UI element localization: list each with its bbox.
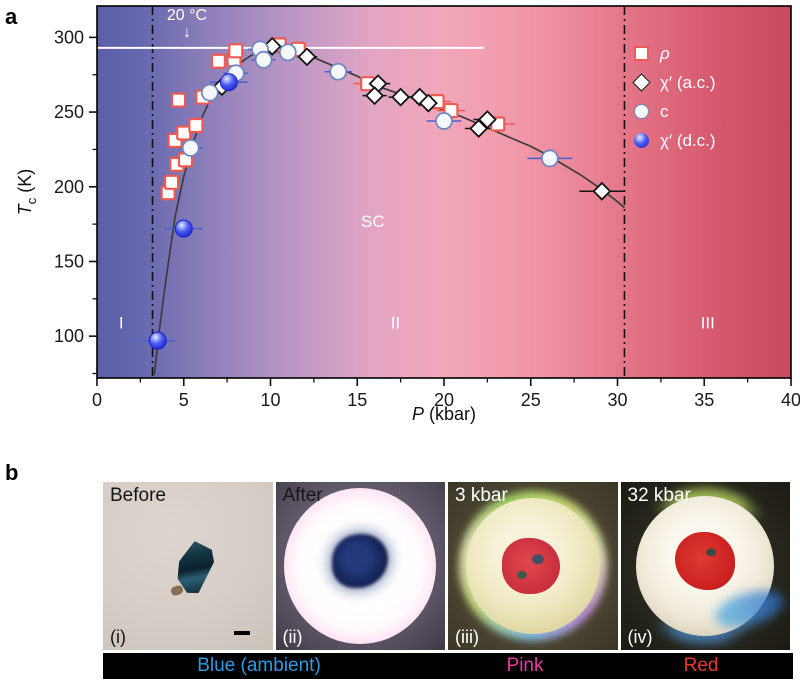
color-caption-bar: Blue (ambient) Pink Red [103, 653, 793, 679]
photo-title: 32 kbar [627, 485, 691, 506]
data-point-diamond [391, 87, 411, 107]
data-point-circle [200, 83, 219, 102]
region-label-III: III [701, 314, 715, 333]
photo-title: Before [110, 485, 166, 506]
region-label-II: II [391, 314, 400, 333]
data-point-diamond [365, 86, 385, 106]
data-point-ball [148, 331, 167, 350]
legend-label: χ′ (a.c.) [660, 72, 716, 92]
x-tick-label: 5 [179, 390, 189, 410]
panel-b-label: b [5, 460, 19, 485]
data-point-square [164, 174, 180, 190]
red-sample-center [675, 531, 736, 590]
pink-sample-center [502, 538, 561, 594]
sample-photos-row: Before (i) After (ii) 3 kbar (iii) 32 kb… [103, 482, 790, 650]
region-label-I: I [119, 314, 124, 333]
y-axis-subscript: c [23, 197, 39, 205]
y-axis-symbol: T [15, 204, 36, 216]
data-point-square [228, 43, 244, 59]
data-point-square [188, 117, 204, 134]
scale-bar [234, 630, 251, 635]
y-axis-title: Tc (K) [15, 169, 39, 216]
photo-index: (iv) [627, 627, 653, 647]
photo-index: (iii) [455, 627, 479, 647]
data-point-square [210, 53, 227, 69]
y-tick-label: 200 [54, 177, 84, 197]
data-point-circle [254, 50, 273, 69]
x-tick-label: 20 [434, 390, 454, 410]
photo-title: After [282, 485, 323, 506]
caption-pink: Pink [506, 655, 544, 676]
data-point-ball [219, 73, 238, 92]
photo-3-kbar: 3 kbar (iii) [448, 482, 618, 650]
caption-blue: Blue (ambient) [197, 655, 321, 676]
diamond-marker-icon [631, 73, 651, 92]
square-marker-icon [633, 46, 649, 61]
plot-frame [96, 5, 792, 379]
x-axis-symbol: P [411, 404, 424, 424]
legend-label: χ′ (d.c.) [660, 130, 716, 150]
region-label-SC: SC [361, 212, 385, 231]
photo-before-ambient: Before (i) [103, 482, 273, 650]
blue-sample-blob [332, 533, 389, 588]
room-temperature-annotation: 20 °C [166, 7, 208, 24]
legend-item-resistivity: ρ [633, 39, 716, 68]
photo-after-synthesis: After (ii) [275, 482, 445, 650]
data-point-ball [174, 219, 193, 238]
data-point-circle [540, 149, 559, 168]
y-tick-label: 100 [54, 326, 84, 346]
data-point-square [170, 92, 187, 108]
y-tick-label: 250 [54, 102, 84, 122]
data-point-diamond [418, 93, 438, 113]
legend-label: c [660, 101, 669, 121]
photo-index: (i) [110, 627, 126, 647]
legend-item-heat-capacity: c [633, 97, 716, 126]
x-tick-label: 10 [260, 390, 280, 410]
legend-item-chi-ac: χ′ (a.c.) [631, 68, 716, 97]
caption-red: Red [683, 655, 719, 676]
panel-a-label: a [5, 4, 18, 29]
legend: ρ χ′ (a.c.) c χ′ (d.c.) [631, 39, 716, 155]
x-tick-label: 25 [521, 390, 541, 410]
x-axis-title: P (kbar) [97, 404, 791, 425]
x-tick-label: 30 [607, 390, 627, 410]
down-arrow-icon: ↓ [183, 24, 191, 41]
photo-32-kbar: 32 kbar (iv) [620, 482, 790, 650]
data-point-diamond [469, 119, 489, 138]
data-point-diamond [592, 181, 612, 201]
x-tick-label: 40 [781, 390, 800, 410]
data-point-diamond [297, 47, 317, 67]
x-tick-label: 35 [694, 390, 714, 410]
data-point-circle [181, 139, 200, 157]
x-tick-label: 0 [92, 390, 102, 410]
y-tick-label: 150 [54, 251, 84, 271]
x-axis-unit: (kbar) [424, 404, 477, 424]
y-tick-label: 300 [54, 27, 84, 47]
circle-marker-icon [633, 104, 649, 119]
y-axis-unit: (K) [15, 168, 36, 198]
legend-item-chi-dc: χ′ (d.c.) [633, 126, 716, 155]
photo-title: 3 kbar [455, 485, 508, 506]
data-point-circle [329, 62, 348, 81]
data-point-circle [279, 43, 297, 62]
legend-label: ρ [660, 43, 670, 63]
ball-marker-icon [633, 133, 649, 148]
data-point-circle [435, 112, 453, 130]
crystal-fragment [169, 584, 184, 597]
x-tick-label: 15 [347, 390, 367, 410]
photo-index: (ii) [282, 627, 303, 647]
